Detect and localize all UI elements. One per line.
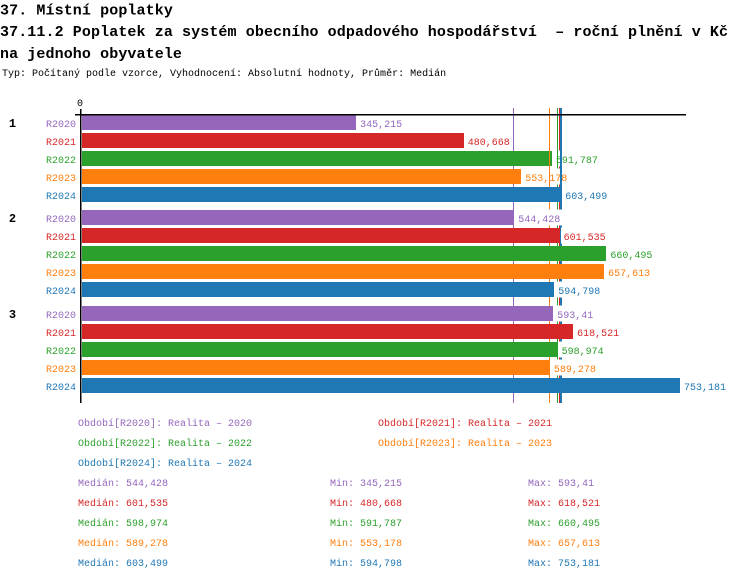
svg-text:R2022: R2022 [46,156,76,167]
svg-text:R2024: R2024 [46,383,76,394]
svg-text:Medián: 601,535: Medián: 601,535 [78,498,168,510]
svg-text:Max: 618,521: Max: 618,521 [528,499,600,510]
svg-text:Min: 480,668: Min: 480,668 [330,498,402,510]
svg-text:0: 0 [77,99,83,110]
svg-text:R2023: R2023 [46,365,76,376]
svg-text:589,278: 589,278 [554,365,596,376]
svg-text:480,668: 480,668 [468,138,510,149]
svg-text:553,178: 553,178 [525,174,567,185]
svg-text:Medián: 598,974: Medián: 598,974 [78,518,168,530]
svg-text:544,428: 544,428 [518,215,560,226]
svg-text:Max: 660,495: Max: 660,495 [528,519,600,530]
svg-text:R2023: R2023 [46,269,76,280]
svg-text:Období[R2021]: Realita – 2021: Období[R2021]: Realita – 2021 [378,418,552,430]
svg-text:Období[R2022]: Realita – 2022: Období[R2022]: Realita – 2022 [78,438,252,450]
svg-text:Medián: 603,499: Medián: 603,499 [78,558,168,570]
svg-text:R2022: R2022 [46,347,76,358]
svg-text:R2020: R2020 [46,120,76,131]
svg-text:Min: 591,787: Min: 591,787 [330,518,402,530]
svg-text:598,974: 598,974 [562,347,604,358]
svg-text:Typ: Počítaný podle vzorce, Vy: Typ: Počítaný podle vzorce, Vyhodnocení:… [2,67,446,80]
svg-text:Medián: 589,278: Medián: 589,278 [78,538,168,550]
svg-text:345,215: 345,215 [360,120,402,131]
svg-text:37. Místní poplatky: 37. Místní poplatky [0,3,173,20]
svg-text:R2024: R2024 [46,192,76,203]
svg-text:R2021: R2021 [46,329,76,340]
svg-text:593,41: 593,41 [557,311,593,322]
svg-text:R2021: R2021 [46,138,76,149]
svg-text:na jednoho obyvatele: na jednoho obyvatele [0,46,182,63]
svg-text:603,499: 603,499 [565,192,607,203]
svg-text:Medián: 544,428: Medián: 544,428 [78,478,168,490]
svg-text:Max: 753,181: Max: 753,181 [528,559,600,570]
svg-text:660,495: 660,495 [610,251,652,262]
svg-text:R2022: R2022 [46,251,76,262]
svg-text:Období[R2023]: Realita – 2023: Období[R2023]: Realita – 2023 [378,438,552,450]
svg-text:Období[R2020]: Realita – 2020: Období[R2020]: Realita – 2020 [78,418,252,430]
svg-text:2: 2 [9,212,16,226]
svg-text:3: 3 [9,308,16,322]
svg-text:Max: 593,41: Max: 593,41 [528,479,594,490]
svg-text:R2020: R2020 [46,311,76,322]
svg-text:Období[R2024]: Realita – 2024: Období[R2024]: Realita – 2024 [78,458,252,470]
svg-text:Min: 345,215: Min: 345,215 [330,478,402,490]
svg-text:1: 1 [9,117,16,131]
svg-text:657,613: 657,613 [608,269,650,280]
svg-text:753,181: 753,181 [684,383,726,394]
svg-text:R2024: R2024 [46,287,76,298]
svg-text:R2021: R2021 [46,233,76,244]
svg-text:Max: 657,613: Max: 657,613 [528,539,600,550]
svg-text:594,798: 594,798 [558,287,600,298]
svg-text:Min: 594,798: Min: 594,798 [330,558,402,570]
svg-text:Min: 553,178: Min: 553,178 [330,538,402,550]
svg-text:618,521: 618,521 [577,329,619,340]
svg-text:R2020: R2020 [46,215,76,226]
svg-text:601,535: 601,535 [564,233,606,244]
svg-text:591,787: 591,787 [556,156,598,167]
svg-text:R2023: R2023 [46,174,76,185]
svg-text:37.11.2 Poplatek za systém obe: 37.11.2 Poplatek za systém obecního odpa… [0,24,728,41]
